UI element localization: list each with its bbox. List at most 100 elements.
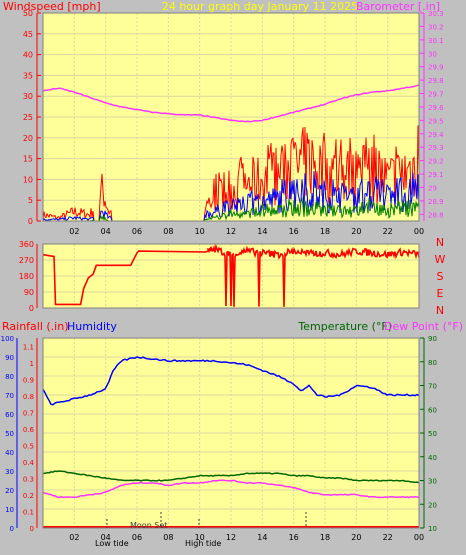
- baro-tick-label: 29.9: [428, 64, 444, 72]
- wind-average-line: [42, 171, 420, 222]
- humidity-x-tick-label: 12: [226, 533, 236, 542]
- humidity-x-tick-label: 00: [414, 533, 424, 542]
- temp-tick-label: 50: [428, 430, 437, 438]
- temp-tick-label: 90: [428, 335, 437, 343]
- baro-tick-label: 30.2: [428, 23, 444, 31]
- humidity-tick-label: 50: [5, 430, 14, 438]
- wind-tick-label: 40: [23, 51, 33, 60]
- low-tide-label: Low tide: [95, 539, 129, 548]
- rain-tick-label: 0.6: [23, 426, 35, 434]
- direction-tick-label: 90: [24, 288, 34, 297]
- barometer-title: Barometer [.in]: [356, 0, 440, 13]
- wind-tick-label: 20: [23, 134, 33, 143]
- direction-tick-label: 0: [29, 304, 34, 313]
- wind-gust-line: [42, 125, 420, 222]
- rain-tick-label: 0: [30, 525, 34, 533]
- humidity-tick-label: 70: [5, 392, 14, 400]
- compass-label: N: [436, 236, 444, 249]
- wind-direction-line: [42, 243, 420, 307]
- baro-tick-label: 29.6: [428, 104, 444, 112]
- humidity-tick-label: 40: [5, 449, 14, 457]
- compass-label: N: [436, 304, 444, 317]
- baro-tick-label: 30: [428, 50, 437, 58]
- wind-x-tick-label: 14: [257, 227, 267, 236]
- barometer-line: [42, 84, 420, 123]
- direction-tick-label: 360: [19, 240, 34, 249]
- wind-x-tick-label: 10: [195, 227, 205, 236]
- direction-series: [42, 243, 420, 307]
- wind-x-tick-label: 20: [351, 227, 361, 236]
- wind-x-tick-label: 00: [414, 227, 424, 236]
- humidity-x-tick-label: 22: [383, 533, 393, 542]
- wind-speed-line: [43, 197, 420, 222]
- wind-series: [42, 125, 420, 222]
- humidity-tick-label: 20: [5, 487, 14, 495]
- wind-x-tick-label: 06: [132, 227, 142, 236]
- rain-tick-label: 0.8: [23, 393, 34, 401]
- wind-tick-label: 15: [23, 155, 33, 164]
- compass-label: E: [437, 287, 444, 300]
- direction-tick-label: 270: [19, 256, 34, 265]
- baro-tick-label: 29.7: [428, 91, 444, 99]
- baro-tick-label: 30.1: [428, 37, 444, 45]
- temperature-line: [42, 470, 420, 484]
- temp-tick-label: 30: [428, 478, 437, 486]
- graph-title: 24 hour graph day January 11 2025: [162, 0, 358, 13]
- baro-tick-label: 29.1: [428, 171, 444, 179]
- humidity-x-tick-label: 16: [289, 533, 299, 542]
- dewpoint-line: [42, 479, 420, 499]
- wind-x-tick-label: 12: [226, 227, 236, 236]
- temp-tick-label: 60: [428, 406, 437, 414]
- barometer-series: [42, 84, 420, 123]
- humidity-temperature-series: [42, 356, 420, 528]
- baro-tick-label: 28.8: [428, 211, 444, 219]
- baro-tick-label: 29: [428, 184, 437, 192]
- rain-tick-label: 0.1: [23, 508, 34, 516]
- wind-x-tick-label: 08: [163, 227, 173, 236]
- wind-tick-label: 25: [23, 113, 33, 122]
- wind-tick-label: 45: [23, 30, 33, 39]
- rain-tick-label: 1.1: [23, 343, 34, 351]
- humidity-axes: 010203040506070809010000.10.20.30.40.50.…: [1, 335, 437, 542]
- humidity-x-tick-label: 20: [351, 533, 361, 542]
- rain-tick-label: 0.5: [23, 442, 34, 450]
- windspeed-title: Windspeed [mph]: [3, 0, 101, 13]
- rain-tick-label: 0.3: [23, 475, 34, 483]
- baro-tick-label: 29.2: [428, 158, 444, 166]
- moon-set-label: Moon Set: [130, 521, 167, 530]
- humidity-title: Humidity: [67, 320, 117, 333]
- wind-x-tick-label: 04: [101, 227, 111, 236]
- wind-x-tick-label: 18: [320, 227, 330, 236]
- baro-tick-label: 29.8: [428, 77, 444, 85]
- wind-x-tick-label: 16: [289, 227, 299, 236]
- temp-tick-label: 80: [428, 359, 437, 367]
- humidity-line: [42, 356, 420, 406]
- temp-tick-label: 20: [428, 501, 437, 509]
- wind-tick-label: 0: [28, 217, 33, 226]
- wind-tick-label: 30: [23, 92, 33, 101]
- baro-tick-label: 29.5: [428, 117, 444, 125]
- humidity-tick-label: 80: [5, 373, 14, 381]
- wind-panel-border: [42, 12, 420, 222]
- rain-tick-label: 0.9: [23, 376, 34, 384]
- humidity-tick-label: 30: [5, 468, 14, 476]
- wind-tick-label: 5: [28, 196, 33, 205]
- temperature-title: Temperature (°F): [297, 320, 392, 333]
- baro-tick-label: 29.4: [428, 131, 444, 139]
- humidity-x-tick-label: 02: [69, 533, 79, 542]
- high-tide-label: High tide: [185, 539, 221, 548]
- baro-tick-label: 29.3: [428, 144, 444, 152]
- humidity-tick-label: 100: [1, 335, 14, 343]
- humidity-x-tick-label: 18: [320, 533, 330, 542]
- rainfall-title: Rainfall (.in): [2, 320, 69, 333]
- humidity-x-tick-label: 04: [101, 533, 111, 542]
- humidity-x-tick-label: 08: [163, 533, 173, 542]
- direction-tick-label: 180: [19, 272, 34, 281]
- humidity-tick-label: 0: [10, 525, 14, 533]
- compass-label: W: [435, 253, 446, 266]
- humidity-tick-label: 90: [5, 354, 14, 362]
- wind-tick-label: 50: [23, 9, 33, 18]
